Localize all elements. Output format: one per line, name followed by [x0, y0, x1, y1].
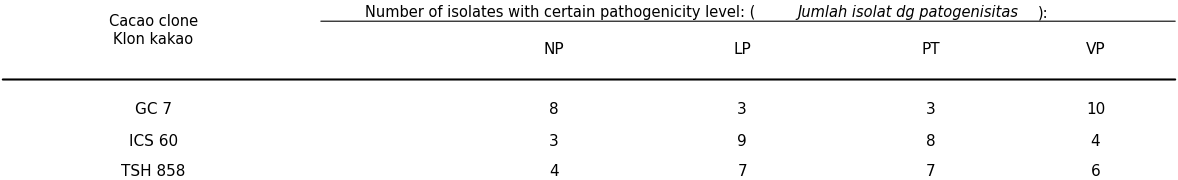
- Text: GC 7: GC 7: [134, 102, 172, 117]
- Text: 4: 4: [1091, 134, 1100, 149]
- Text: 8: 8: [926, 134, 935, 149]
- Text: 3: 3: [926, 102, 935, 117]
- Text: 8: 8: [549, 102, 558, 117]
- Text: 7: 7: [926, 164, 935, 179]
- Text: Number of isolates with certain pathogenicity level: (: Number of isolates with certain pathogen…: [365, 5, 755, 20]
- Text: NP: NP: [543, 42, 564, 57]
- Text: 7: 7: [737, 164, 747, 179]
- Text: 10: 10: [1086, 102, 1105, 117]
- Text: 4: 4: [549, 164, 558, 179]
- Text: ICS 60: ICS 60: [128, 134, 178, 149]
- Text: VP: VP: [1086, 42, 1105, 57]
- Text: 6: 6: [1091, 164, 1100, 179]
- Text: 3: 3: [737, 102, 747, 117]
- Text: 3: 3: [549, 134, 558, 149]
- Text: Jumlah isolat dg patogenisitas: Jumlah isolat dg patogenisitas: [798, 5, 1019, 20]
- Text: ):: ):: [1038, 5, 1048, 20]
- Text: LP: LP: [733, 42, 752, 57]
- Text: 9: 9: [737, 134, 747, 149]
- Text: PT: PT: [921, 42, 940, 57]
- Text: Cacao clone
Klon kakao: Cacao clone Klon kakao: [108, 14, 198, 47]
- Text: TSH 858: TSH 858: [121, 164, 185, 179]
